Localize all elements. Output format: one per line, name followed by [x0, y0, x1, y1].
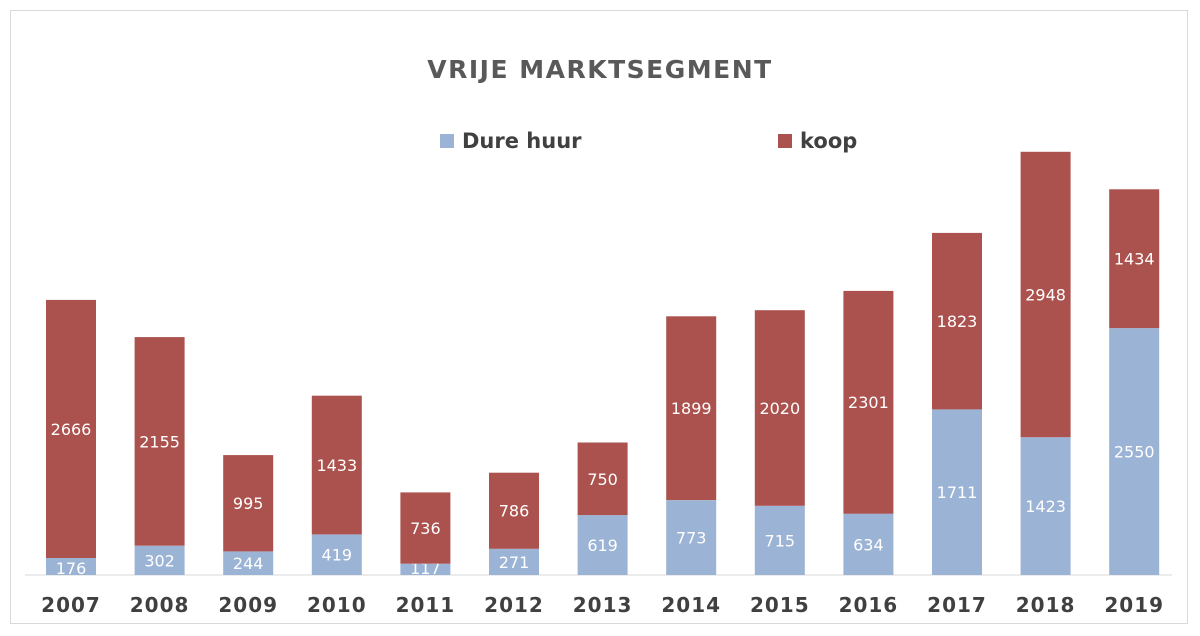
- bar-koop-2008: [134, 337, 185, 546]
- bar-dure-huur-2013: [577, 515, 628, 575]
- data-label-dure-huur-2017: 1711: [937, 483, 978, 502]
- x-tick-label-2015: 2015: [750, 593, 810, 617]
- x-tick-label-2017: 2017: [927, 593, 987, 617]
- bar-koop-2011: [400, 492, 451, 564]
- x-tick-label-2016: 2016: [839, 593, 899, 617]
- bar-koop-2007: [46, 299, 96, 558]
- x-tick-label-2011: 2011: [396, 593, 456, 617]
- data-label-koop-2019: 1434: [1114, 250, 1155, 269]
- data-label-dure-huur-2014: 773: [676, 529, 707, 548]
- data-label-koop-2011: 736: [410, 519, 441, 538]
- data-label-koop-2014: 1899: [671, 399, 712, 418]
- x-tick-label-2018: 2018: [1016, 593, 1076, 617]
- x-tick-label-2007: 2007: [41, 593, 101, 617]
- x-tick-label-2012: 2012: [484, 593, 544, 617]
- legend-swatch-koop: [778, 134, 792, 148]
- legend-item-dure-huur: Dure huur: [440, 127, 582, 155]
- bar-koop-2019: [1109, 189, 1160, 329]
- data-label-dure-huur-2016: 634: [853, 535, 884, 554]
- data-label-dure-huur-2015: 715: [765, 531, 796, 550]
- data-label-koop-2013: 750: [587, 470, 618, 489]
- data-label-dure-huur-2011: 117: [410, 559, 441, 578]
- bar-dure-huur-2016: [843, 513, 894, 575]
- bar-dure-huur-2012: [489, 548, 539, 575]
- data-label-koop-2017: 1823: [937, 312, 978, 331]
- data-label-koop-2008: 2155: [139, 433, 180, 452]
- data-label-koop-2007: 2666: [51, 420, 92, 439]
- data-label-dure-huur-2012: 271: [499, 553, 530, 572]
- bar-dure-huur-2015: [754, 505, 805, 575]
- data-label-koop-2015: 2020: [759, 399, 800, 418]
- bar-koop-2014: [666, 316, 717, 501]
- data-label-dure-huur-2013: 619: [587, 536, 618, 555]
- bar-dure-huur-2011: [400, 563, 451, 575]
- bar-koop-2009: [223, 455, 274, 552]
- bar-dure-huur-2007: [46, 558, 96, 575]
- data-label-koop-2012: 786: [499, 502, 530, 521]
- data-label-koop-2010: 1433: [316, 456, 357, 475]
- data-label-dure-huur-2010: 419: [322, 546, 353, 565]
- x-tick-label-2010: 2010: [307, 593, 367, 617]
- data-label-dure-huur-2008: 302: [144, 551, 175, 570]
- bar-koop-2016: [843, 290, 894, 514]
- bar-dure-huur-2017: [932, 409, 982, 575]
- legend-swatch-dure-huur: [440, 134, 454, 148]
- data-label-koop-2009: 995: [233, 494, 264, 513]
- bar-dure-huur-2018: [1020, 437, 1071, 575]
- bar-dure-huur-2009: [223, 551, 274, 575]
- bar-koop-2013: [577, 442, 628, 516]
- bar-koop-2010: [311, 395, 362, 535]
- bar-dure-huur-2010: [311, 534, 362, 575]
- x-tick-label-2019: 2019: [1104, 593, 1164, 617]
- x-tick-label-2009: 2009: [218, 593, 278, 617]
- bar-dure-huur-2019: [1109, 328, 1160, 575]
- legend-item-koop: koop: [778, 127, 857, 155]
- data-label-koop-2016: 2301: [848, 393, 889, 412]
- data-label-dure-huur-2007: 176: [56, 559, 87, 578]
- legend-label-koop: koop: [800, 129, 858, 153]
- chart-title: VRIJE MARKTSEGMENT: [427, 55, 773, 84]
- bar-dure-huur-2008: [134, 545, 185, 575]
- x-tick-label-2008: 2008: [130, 593, 190, 617]
- data-label-koop-2018: 2948: [1025, 286, 1066, 305]
- bar-koop-2018: [1020, 151, 1071, 438]
- bar-koop-2015: [754, 310, 805, 506]
- bar-koop-2012: [489, 472, 539, 549]
- data-label-dure-huur-2019: 2550: [1114, 443, 1155, 462]
- x-tick-label-2013: 2013: [573, 593, 633, 617]
- bar-dure-huur-2014: [666, 500, 717, 575]
- bar-koop-2017: [932, 232, 982, 410]
- data-label-dure-huur-2018: 1423: [1025, 497, 1066, 516]
- data-label-dure-huur-2009: 244: [233, 554, 264, 573]
- x-tick-label-2014: 2014: [661, 593, 721, 617]
- legend-label-dure-huur: Dure huur: [462, 129, 582, 153]
